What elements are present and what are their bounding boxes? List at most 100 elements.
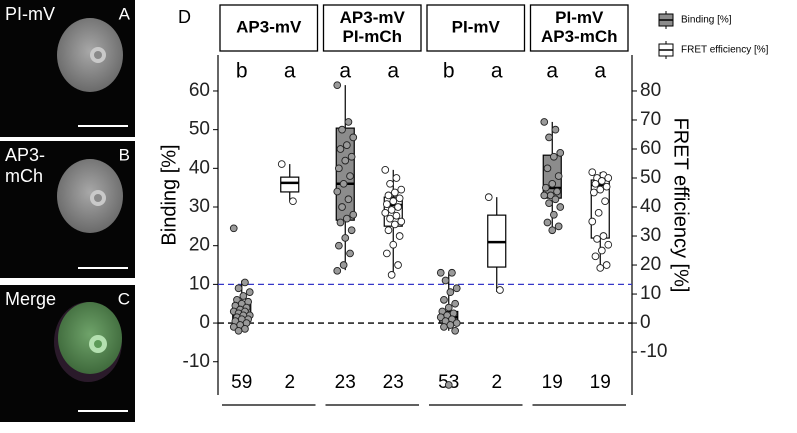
significance-letter: a (491, 60, 503, 83)
data-point (349, 210, 358, 219)
data-point (549, 210, 558, 219)
data-point (596, 185, 605, 194)
data-point (452, 284, 461, 293)
data-point (596, 264, 605, 272)
data-point (229, 224, 238, 233)
data-point (339, 261, 348, 269)
data-point (234, 326, 243, 335)
data-point (335, 164, 343, 173)
y-tick-label: 20 (189, 235, 210, 256)
data-point (440, 295, 448, 304)
data-point (556, 149, 565, 157)
group-label: PI-mV (555, 8, 604, 27)
group-label: AP3-mCh (541, 27, 618, 46)
data-point (386, 214, 394, 223)
group-header (426, 4, 526, 52)
data-point (589, 188, 598, 197)
micrograph-c (0, 285, 135, 422)
y2-tick-label: 60 (640, 138, 661, 159)
data-point (549, 152, 558, 161)
data-point (554, 172, 563, 180)
data-point (548, 226, 557, 235)
y2-tick-label: 10 (640, 283, 661, 304)
data-point (333, 266, 342, 275)
data-point (384, 191, 393, 200)
data-point (239, 292, 248, 300)
data-point (451, 326, 460, 335)
data-point (452, 319, 461, 327)
data-point (343, 214, 351, 223)
data-point (604, 174, 613, 182)
data-point (556, 203, 565, 211)
data-point (333, 81, 342, 90)
y2-tick-label: 30 (640, 225, 661, 246)
data-point (591, 179, 600, 188)
data-point (599, 232, 608, 240)
data-point (341, 156, 350, 165)
y2-tick-label: 70 (640, 109, 661, 130)
data-point (384, 226, 393, 235)
data-point (387, 206, 396, 214)
y2-tick-label: 80 (640, 80, 661, 101)
data-point (346, 249, 354, 258)
data-point (545, 133, 553, 142)
panel-letter: C (118, 289, 130, 308)
data-point (601, 197, 609, 206)
significance-letter: a (284, 60, 296, 83)
significance-letter: a (339, 60, 351, 83)
data-point (448, 268, 456, 277)
data-point (541, 183, 550, 192)
data-point (548, 179, 557, 188)
data-point (540, 118, 549, 126)
data-point (381, 208, 390, 217)
box (280, 176, 300, 193)
data-point (597, 246, 606, 255)
legend-label: Binding [%] (681, 15, 732, 26)
y2-tick-label: -10 (640, 341, 667, 362)
significance-letter: b (443, 60, 455, 83)
data-point (392, 211, 401, 220)
data-point (588, 168, 597, 177)
data-point (387, 271, 396, 279)
data-point (543, 218, 552, 227)
data-point (551, 195, 560, 204)
sample-size: 23 (383, 372, 404, 393)
data-point (593, 235, 601, 243)
data-point (444, 381, 453, 389)
y-axis-title: Binding [%] (158, 144, 180, 245)
data-point (543, 164, 552, 173)
data-point (551, 125, 560, 134)
sample-size: 2 (491, 372, 502, 393)
significance-letter: b (236, 60, 248, 83)
group-header (322, 4, 422, 52)
data-point (347, 226, 356, 235)
y2-tick-label: 0 (640, 312, 651, 333)
group-label: AP3-mV (340, 8, 406, 27)
y2-tick-label: 50 (640, 167, 661, 188)
y2-tick-label: 40 (640, 196, 661, 217)
data-point (336, 145, 345, 153)
data-point (245, 288, 254, 296)
panel-letter: B (119, 145, 130, 164)
sample-size: 2 (284, 372, 295, 393)
panel-letter: A (119, 4, 131, 23)
data-point (386, 179, 394, 188)
data-point (441, 276, 450, 285)
data-point (346, 172, 354, 180)
group-label: AP3-mV (236, 17, 302, 36)
y-tick-label: 60 (189, 80, 210, 101)
data-point (277, 160, 286, 168)
data-point (597, 177, 606, 185)
micrograph-a (0, 0, 135, 137)
data-point (484, 193, 493, 202)
data-point (397, 185, 406, 194)
data-point (289, 197, 297, 206)
data-point (394, 261, 402, 269)
data-point (343, 141, 351, 149)
data-point (446, 288, 455, 296)
significance-letter: a (546, 60, 558, 83)
panel-letter: D (178, 7, 191, 27)
group-label: PI-mCh (343, 27, 403, 46)
data-point (451, 299, 460, 308)
data-point (397, 217, 406, 226)
